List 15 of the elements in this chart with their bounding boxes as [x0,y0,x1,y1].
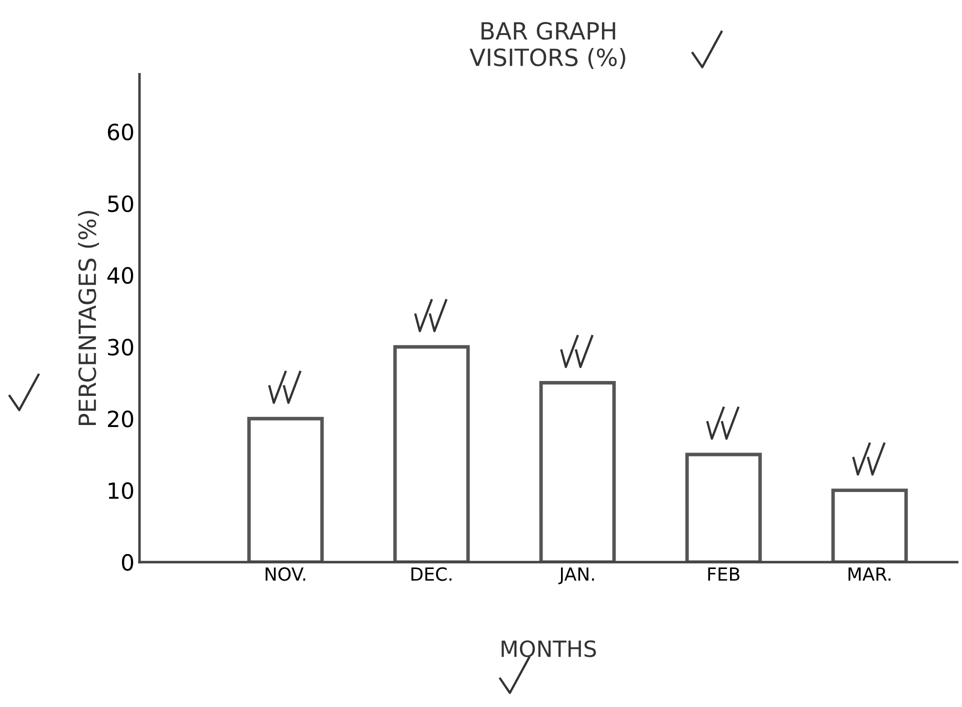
y-tick-label: 40 [107,267,134,284]
y-tick-label: 30 [108,338,134,356]
chart-title: BAR GRAPH VISITORS (%) [470,22,626,70]
y-tick-label: 20 [108,410,134,428]
y-axis-title: PERCENTAGES (%) [78,211,99,426]
y-tick-label: 50 [108,195,134,212]
x-tick-label: NOV. [266,567,306,581]
x-tick-label: MAR. [848,567,890,581]
x-tick-label: DEC. [411,567,452,581]
x-axis-title: MONTHS [502,640,596,658]
y-tick-label: 0 [122,554,134,571]
x-tick-label: JAN. [558,567,594,584]
y-tick-label: 60 [108,124,134,140]
x-tick-label: FEB [708,567,740,581]
y-tick-label: 10 [108,482,134,500]
